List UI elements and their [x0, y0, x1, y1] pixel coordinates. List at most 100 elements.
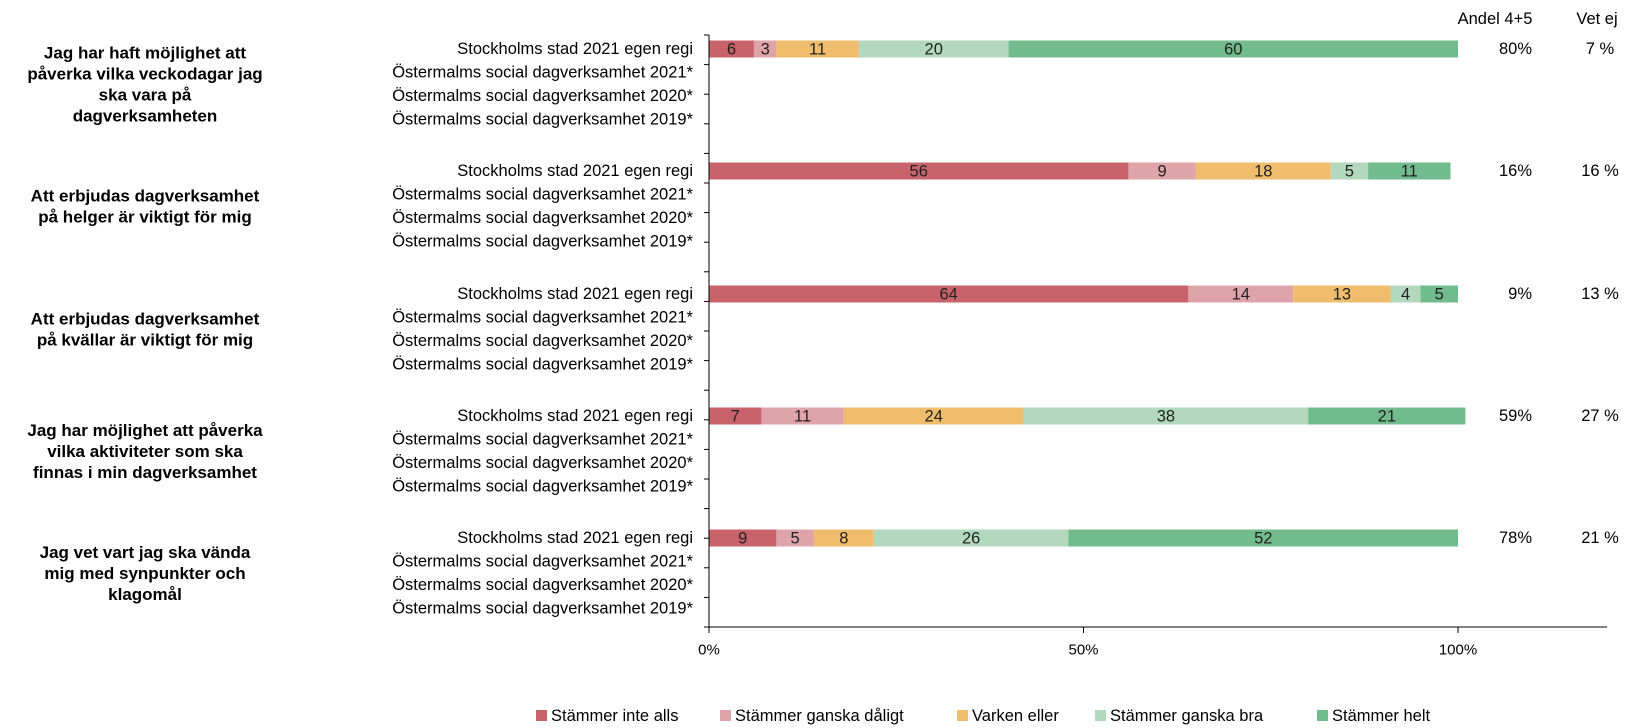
share-value: 80% — [1499, 40, 1532, 58]
legend-label: Stämmer ganska dåligt — [735, 707, 904, 725]
bar-value-label: 11 — [794, 408, 811, 426]
question-label-line: Att erbjudas dagverksamhet — [31, 186, 260, 205]
bar-segment — [709, 40, 754, 58]
bar-segment — [709, 407, 762, 425]
question-label-line: Att erbjudas dagverksamhet — [31, 309, 260, 328]
bar-segment — [1330, 162, 1369, 180]
bar-value-label: 13 — [1333, 286, 1351, 304]
question-label-line: på helger är viktigt för mig — [38, 207, 252, 226]
bar-value-label: 11 — [1401, 163, 1418, 181]
dont-know-value: 16 % — [1581, 162, 1619, 180]
row-label: Stockholms stad 2021 egen regi — [457, 285, 693, 303]
row-label: Östermalms social dagverksamhet 2021* — [392, 553, 693, 571]
bar-segment — [1308, 407, 1466, 425]
share-value: 59% — [1499, 407, 1532, 425]
bar-value-label: 5 — [1435, 286, 1444, 304]
bar-segment — [1293, 285, 1391, 303]
bar-segment — [709, 162, 1129, 180]
row-label: Stockholms stad 2021 egen regi — [457, 407, 693, 425]
bar-segment — [1368, 162, 1451, 180]
row-label: Östermalms social dagverksamhet 2020* — [392, 332, 693, 350]
legend-label: Stämmer inte alls — [551, 707, 678, 725]
summary-columns: Andel 4+5 Vet ej 80% 7 % 16% 16 % 9% 13 % 59% 27 … — [1458, 10, 1620, 547]
bar-segment — [709, 285, 1189, 303]
bar-segment — [1390, 285, 1421, 303]
column-header-dont-know: Vet ej — [1576, 10, 1617, 28]
x-tick-label: 100% — [1439, 642, 1477, 659]
bar-value-label: 14 — [1232, 286, 1250, 304]
row-label: Stockholms stad 2021 egen regi — [457, 529, 693, 547]
bar-segment — [873, 529, 1069, 547]
row-label: Stockholms stad 2021 egen regi — [457, 162, 693, 180]
question-label-line: på kvällar är viktigt för mig — [37, 330, 253, 349]
bars: 6 3 11 20 60 56 9 18 5 11 64 14 13 4 5 7 11 24 38 21 9 5 8 26 52 — [709, 40, 1466, 548]
bar-value-label: 60 — [1224, 41, 1242, 59]
x-tick-label: 0% — [698, 642, 720, 659]
bar-value-label: 24 — [925, 408, 943, 426]
bar-value-label: 26 — [962, 530, 980, 548]
share-value: 9% — [1508, 285, 1532, 303]
dont-know-value: 13 % — [1581, 285, 1619, 303]
bar-segment — [843, 407, 1024, 425]
bar-segment — [1420, 285, 1458, 303]
bar-segment — [1008, 40, 1458, 58]
legend-label: Varken eller — [972, 707, 1059, 725]
bar-value-label: 21 — [1378, 408, 1396, 426]
bar-segment — [776, 529, 814, 547]
bar-value-label: 52 — [1254, 530, 1272, 548]
legend-swatch — [536, 710, 547, 721]
question-label-line: vilka aktiviteter som ska — [47, 442, 243, 461]
dont-know-value: 27 % — [1581, 407, 1619, 425]
row-labels: Stockholms stad 2021 egen regi Östermalms… — [392, 40, 693, 618]
row-label: Östermalms social dagverksamhet 2019* — [392, 600, 693, 618]
bar-segment — [709, 529, 777, 547]
question-label-line: Jag har haft möjlighet att — [44, 43, 246, 62]
bar-segment — [753, 40, 777, 58]
question-label-line: påverka vilka veckodagar jag — [27, 64, 262, 83]
row-label: Östermalms social dagverksamhet 2020* — [392, 576, 693, 594]
bar-segment — [776, 40, 859, 58]
bar-segment — [1195, 162, 1331, 180]
row-label: Östermalms social dagverksamhet 2020* — [392, 87, 693, 105]
row-label: Östermalms social dagverksamhet 2019* — [392, 356, 693, 374]
share-value: 16% — [1499, 162, 1532, 180]
column-header-share: Andel 4+5 — [1458, 10, 1533, 28]
legend-swatch — [957, 710, 968, 721]
bar-value-label: 64 — [940, 286, 958, 304]
row-label: Östermalms social dagverksamhet 2021* — [392, 186, 693, 204]
bar-value-label: 9 — [738, 530, 747, 548]
bar-value-label: 38 — [1157, 408, 1175, 426]
question-label-line: dagverksamheten — [73, 106, 218, 125]
bar-value-label: 6 — [727, 41, 736, 59]
bar-value-label: 4 — [1401, 286, 1410, 304]
row-label: Östermalms social dagverksamhet 2021* — [392, 309, 693, 327]
row-label: Östermalms social dagverksamhet 2019* — [392, 233, 693, 251]
share-value: 78% — [1499, 529, 1532, 547]
legend-swatch — [1095, 710, 1106, 721]
bar-segment — [761, 407, 844, 425]
question-label-line: Jag har möjlighet att påverka — [27, 421, 263, 440]
bar-segment — [858, 40, 1009, 58]
bar-value-label: 18 — [1254, 163, 1272, 181]
bar-value-label: 3 — [761, 41, 770, 59]
row-label: Östermalms social dagverksamhet 2020* — [392, 454, 693, 472]
bar-value-label: 20 — [925, 41, 943, 59]
bar-segment — [1128, 162, 1196, 180]
legend-label: Stämmer helt — [1332, 707, 1431, 725]
x-tick-label: 50% — [1068, 642, 1098, 659]
question-label-line: finnas i min dagverksamhet — [33, 463, 257, 482]
row-label: Östermalms social dagverksamhet 2021* — [392, 64, 693, 82]
question-label-line: klagomål — [108, 585, 182, 604]
bar-value-label: 7 — [731, 408, 740, 426]
bar-value-label: 8 — [839, 530, 848, 548]
question-label-line: mig med synpunkter och — [44, 564, 245, 583]
row-label: Östermalms social dagverksamhet 2019* — [392, 478, 693, 496]
bar-value-label: 56 — [910, 163, 928, 181]
axes: 0% 50% 100% — [698, 34, 1607, 659]
bar-segment — [1023, 407, 1309, 425]
bar-segment — [1068, 529, 1458, 547]
dont-know-value: 21 % — [1581, 529, 1619, 547]
legend-label: Stämmer ganska bra — [1110, 707, 1264, 725]
question-label-line: ska vara på — [99, 85, 192, 104]
